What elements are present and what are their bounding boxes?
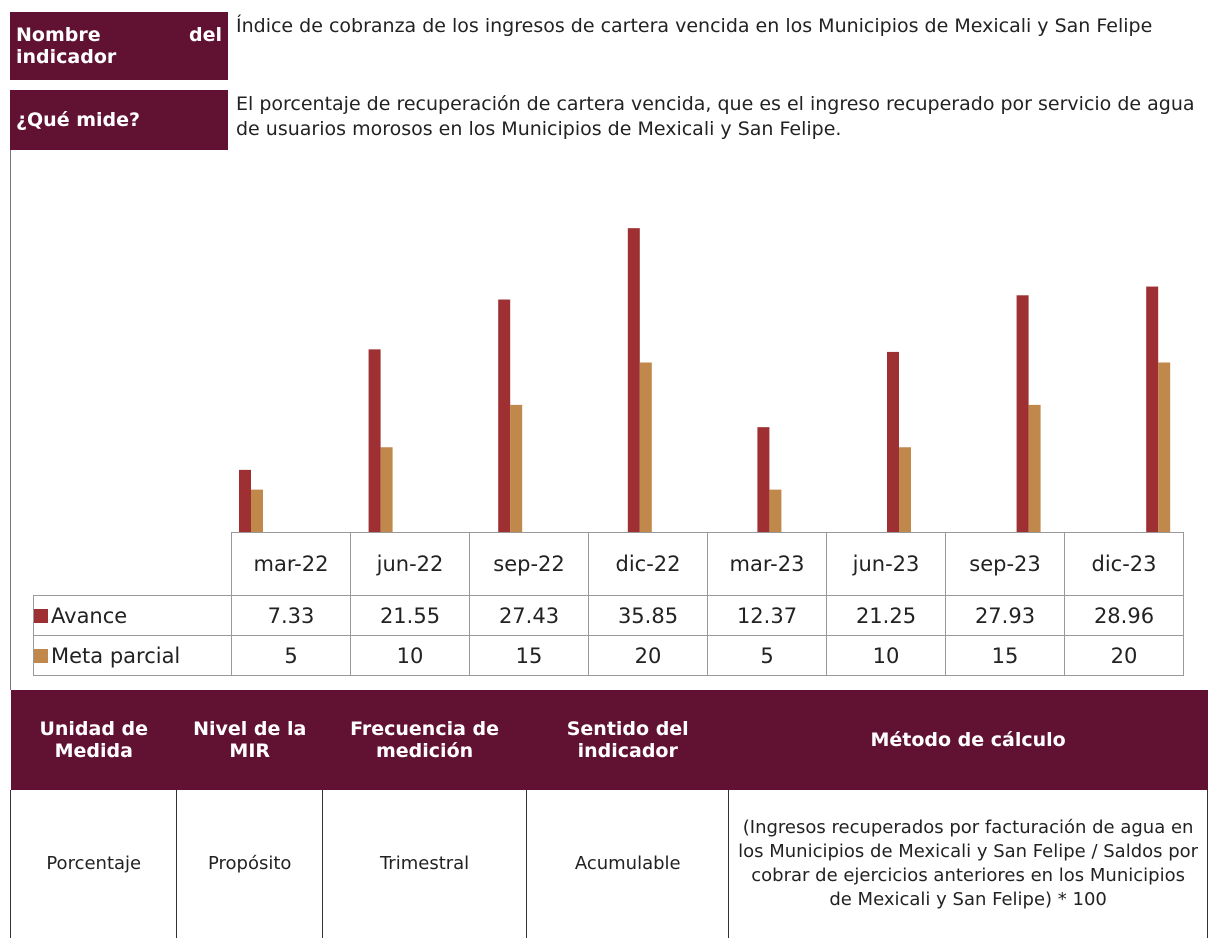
value-label: 10: [350, 635, 470, 676]
bar: [1158, 362, 1171, 532]
value-label: 20: [588, 635, 708, 676]
blank-cell: [34, 533, 232, 596]
column-header: Nivel de la MIR: [176, 690, 323, 790]
table-cell: (Ingresos recuperados por facturación de…: [728, 790, 1208, 938]
bar: [510, 404, 523, 532]
bar: [899, 447, 911, 532]
category-label: sep-23: [945, 532, 1065, 596]
value-label: 10: [826, 635, 946, 676]
column-header: Método de cálculo: [728, 690, 1208, 790]
header-label: ¿Qué mide?: [10, 90, 228, 150]
table-cell: Acumulable: [526, 790, 730, 938]
bar: [757, 427, 770, 532]
value-label: 35.85: [588, 595, 708, 636]
table-cell: Porcentaje: [9, 790, 178, 938]
info-table: Unidad de Medida Nivel de la MIR Frecuenci…: [9, 690, 1208, 938]
bar: [1028, 404, 1041, 532]
legend-entry: Meta parcial: [33, 635, 232, 676]
value-label: 7.33: [231, 595, 351, 636]
legend-label: Meta parcial: [51, 643, 181, 668]
table-row: Avance 7.33 21.55 27.43 35.85 12.37 21.25 27.93…: [33, 595, 1184, 636]
legend-entry: Avance: [33, 595, 232, 636]
value-label: 15: [945, 635, 1065, 676]
bar: [627, 228, 640, 532]
value-label: 21.55: [350, 595, 470, 636]
category-label: mar-23: [707, 532, 827, 596]
category-label: jun-22: [350, 532, 470, 596]
bar: [239, 469, 251, 532]
header-text: Índice de cobranza de los ingresos de ca…: [236, 15, 1153, 37]
value-label: 15: [469, 635, 589, 676]
table-cell: Trimestral: [321, 790, 528, 938]
data-table: mar-22 jun-22 sep-22 dic-22 mar-23 jun-23 sep-…: [33, 532, 1184, 676]
value-label: 28.96: [1064, 595, 1184, 636]
value-label: 5: [231, 635, 351, 676]
bar: [887, 351, 899, 532]
header-text: El porcentaje de recuperación de cartera…: [236, 93, 1195, 140]
bar: [769, 489, 782, 532]
border: [10, 150, 11, 690]
table-row: Porcentaje Propósito Trimestral Acumulable(…: [9, 790, 1208, 938]
bar: [368, 349, 381, 532]
value-label: 27.43: [469, 595, 589, 636]
column-header: Unidad de Medida: [10, 690, 177, 790]
value-label: 21.25: [826, 595, 946, 636]
header-row: ¿Qué mide? El porcentaje de recuperación…: [10, 90, 1208, 150]
bar: [251, 489, 263, 532]
value-label: 12.37: [707, 595, 827, 636]
column-header: Frecuencia de medición: [322, 690, 527, 790]
table-row: Unidad de Medida Nivel de la MIR Frecuenci…: [10, 690, 1208, 790]
bar: [639, 362, 652, 532]
value-label: 5: [707, 635, 827, 676]
category-label: mar-22: [231, 532, 351, 596]
header-row: Nombre del indicador Índice de cobranza …: [10, 12, 1208, 80]
category-label: jun-23: [826, 532, 946, 596]
legend-swatch: [34, 608, 48, 623]
bar: [1016, 295, 1029, 532]
legend-swatch: [34, 648, 48, 663]
bar: [498, 299, 511, 532]
column-header: Sentido del indicador: [526, 690, 729, 790]
value-label: 20: [1064, 635, 1184, 676]
category-label: dic-23: [1064, 532, 1184, 596]
table-cell: Propósito: [176, 790, 323, 938]
category-label: sep-22: [469, 532, 589, 596]
bar: [380, 447, 393, 532]
table-row: Meta parcial 5 10 15 20 5 10 15 20: [33, 635, 1184, 676]
table-row: mar-22 jun-22 sep-22 dic-22 mar-23 jun-23 sep-…: [34, 532, 1184, 596]
bar: [1146, 286, 1159, 532]
value-label: 27.93: [945, 595, 1065, 636]
category-label: dic-22: [588, 532, 708, 596]
legend-label: Avance: [51, 603, 128, 628]
header-label: Nombre del indicador: [10, 12, 228, 80]
